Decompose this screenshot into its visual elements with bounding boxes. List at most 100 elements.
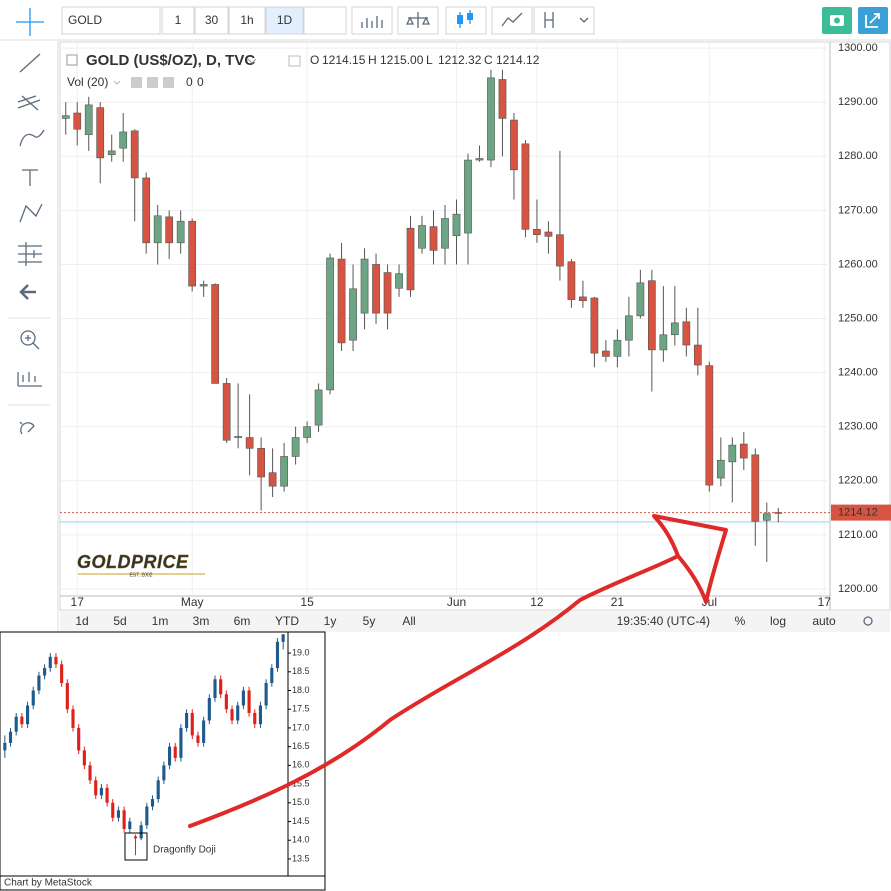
candle-body	[270, 668, 274, 684]
candle-body	[116, 810, 121, 818]
symbol-box[interactable]	[61, 6, 161, 35]
y-tick-label: 1270.00	[838, 204, 878, 216]
volume-button[interactable]	[147, 77, 158, 88]
settings-icon[interactable]	[863, 616, 873, 626]
range-button[interactable]: All	[402, 614, 415, 628]
range-button[interactable]: 5d	[113, 614, 126, 628]
ohlc-value: 1215.00	[380, 53, 424, 67]
interval-label[interactable]: 1D	[277, 13, 293, 27]
candle-body	[728, 444, 737, 463]
candle-body	[498, 79, 507, 119]
candle-body	[150, 799, 155, 807]
candle-body	[636, 282, 645, 317]
brush-tool[interactable]	[19, 129, 45, 147]
candle-body	[133, 836, 138, 839]
collapse-button[interactable]	[66, 54, 78, 66]
y-tick-label: 1230.00	[838, 421, 878, 433]
candle-body	[510, 119, 518, 171]
candle-body	[179, 727, 183, 758]
candle-body	[111, 802, 115, 818]
chart-type-button[interactable]	[351, 6, 393, 35]
y-tick-label: 18.0	[292, 685, 310, 695]
templates-button[interactable]	[533, 6, 595, 35]
interval-button[interactable]	[194, 6, 229, 35]
zoom-tool[interactable]	[20, 330, 36, 346]
interval-label[interactable]: 30	[205, 13, 219, 27]
interval-button[interactable]	[265, 6, 304, 35]
candle-body	[20, 716, 24, 725]
candle-body	[441, 218, 449, 249]
range-button[interactable]: 1d	[75, 614, 88, 628]
candle-body	[130, 130, 139, 179]
candle-body	[94, 780, 98, 796]
candle-body	[303, 426, 311, 438]
candle-body	[314, 389, 323, 426]
candle-body	[54, 656, 58, 665]
interval-button[interactable]	[161, 6, 195, 35]
more-intervals[interactable]	[303, 6, 347, 35]
scale-button[interactable]: log	[770, 614, 786, 628]
candle-body	[3, 742, 7, 751]
interval-label[interactable]: 1	[175, 13, 182, 27]
candle-body	[188, 220, 197, 287]
ohlc-value: 1214.15	[322, 53, 366, 67]
volume-button[interactable]	[131, 77, 142, 88]
candle-body	[257, 448, 265, 478]
range-button[interactable]: 6m	[234, 614, 251, 628]
range-button[interactable]: YTD	[275, 614, 299, 628]
interval-button[interactable]	[228, 6, 266, 35]
volume-name: Vol (20)	[67, 75, 108, 89]
y-tick-label: 18.5	[292, 666, 310, 676]
candle-body	[590, 297, 599, 354]
candle-body	[625, 315, 633, 341]
candle-body	[567, 261, 576, 300]
y-tick-label: 1260.00	[838, 258, 878, 270]
y-tick-label: 15.5	[292, 778, 310, 788]
magnet-tool[interactable]	[19, 421, 35, 435]
candle-body	[14, 716, 18, 732]
range-button[interactable]: 1m	[152, 614, 169, 628]
pitchfork-tool[interactable]	[17, 95, 41, 111]
trendline-tool[interactable]	[19, 53, 41, 73]
measure-tool[interactable]	[17, 372, 42, 387]
candle-body	[429, 226, 438, 251]
symbol[interactable]: GOLD	[68, 13, 102, 27]
candle-body	[533, 228, 541, 236]
interval-label[interactable]: 1h	[240, 13, 253, 27]
crosshair-tool[interactable]	[16, 8, 44, 36]
templates-icon	[544, 12, 589, 28]
volume-value: 0	[186, 75, 193, 89]
candles-button[interactable]	[445, 6, 487, 35]
candle-body	[406, 227, 415, 291]
candle-body	[264, 683, 268, 706]
text-tool[interactable]	[22, 169, 38, 186]
candle-body	[8, 731, 13, 743]
candle-body	[96, 107, 105, 159]
scale-button[interactable]: auto	[812, 614, 836, 628]
settings-button[interactable]	[288, 55, 301, 67]
volume-menu[interactable]	[113, 80, 121, 85]
volume-button[interactable]	[163, 77, 174, 88]
pattern-tool[interactable]	[19, 203, 43, 223]
range-button[interactable]: 3m	[193, 614, 210, 628]
y-tick-label: 1280.00	[838, 150, 878, 162]
scale-button[interactable]: %	[735, 614, 746, 628]
range-button[interactable]: 5y	[363, 614, 376, 628]
ohlc-key: C	[484, 53, 493, 67]
y-tick-label: 13.5	[292, 853, 310, 863]
candle-body	[211, 284, 220, 384]
arrow-stroke	[188, 554, 680, 828]
compare-icon	[405, 12, 431, 28]
candles	[3, 634, 285, 856]
compare-button[interactable]	[397, 6, 439, 35]
title-menu[interactable]	[247, 58, 257, 64]
candle-body	[452, 213, 461, 237]
prediction-tool[interactable]	[18, 242, 42, 266]
y-tick-label: 15.0	[292, 797, 310, 807]
candle-body	[291, 437, 300, 457]
range-button[interactable]: 1y	[324, 614, 337, 628]
remove-tool[interactable]	[19, 284, 36, 300]
y-tick-label: 19.0	[292, 647, 310, 657]
candle-body	[199, 284, 208, 287]
candle-body	[190, 712, 194, 736]
